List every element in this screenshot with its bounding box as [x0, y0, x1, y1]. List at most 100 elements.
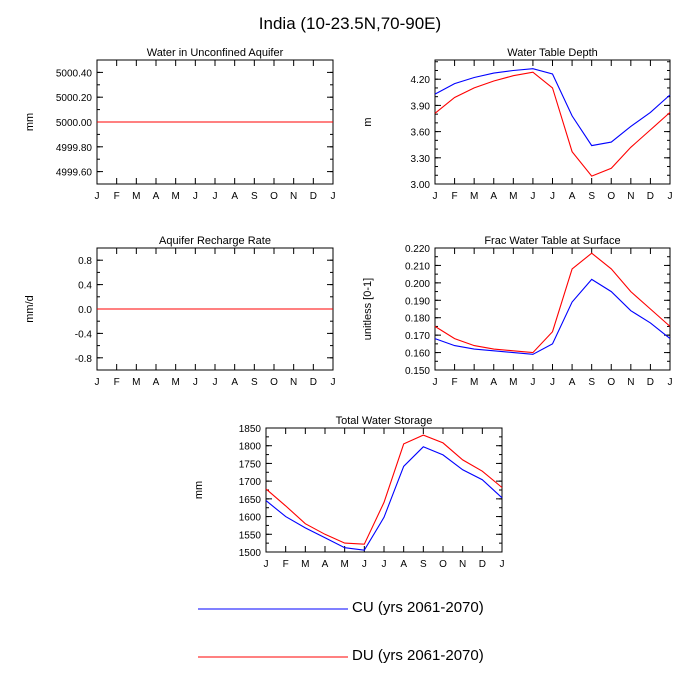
x-tick-label: O — [270, 191, 278, 202]
panel-title: Aquifer Recharge Rate — [159, 235, 271, 247]
y-tick-label: 0.160 — [405, 349, 430, 360]
y-tick-label: 1550 — [239, 530, 262, 541]
x-tick-label: J — [550, 191, 555, 202]
y-tick-label: 0.8 — [78, 256, 92, 267]
series-line-cu — [434, 278, 671, 355]
y-tick-label: 0.170 — [405, 331, 430, 342]
x-tick-label: M — [171, 191, 179, 202]
x-tick-label: J — [550, 377, 555, 388]
panel-title: Frac Water Table at Surface — [484, 235, 620, 247]
series-line-du — [265, 434, 503, 545]
x-tick-label: J — [362, 559, 367, 570]
x-tick-label: A — [490, 377, 497, 388]
plot-frame — [265, 427, 503, 553]
x-tick-label: J — [530, 191, 535, 202]
y-axis-label: mm/d — [24, 295, 36, 323]
y-tick-label: 5000.00 — [56, 118, 93, 129]
y-tick-label: 1600 — [239, 513, 262, 524]
x-tick-label: A — [400, 559, 407, 570]
panel-frac-water-table-surface: Frac Water Table at Surface unitless [0-1… — [362, 235, 673, 388]
x-tick-label: S — [588, 377, 595, 388]
series-line-cu — [265, 446, 503, 551]
x-tick-label: F — [114, 191, 120, 202]
y-tick-label: 3.90 — [411, 101, 431, 112]
x-tick-label: D — [647, 377, 654, 388]
x-tick-label: N — [290, 377, 297, 388]
x-tick-label: F — [283, 559, 289, 570]
y-tick-label: 0.180 — [405, 314, 430, 325]
x-tick-label: J — [193, 377, 198, 388]
y-tick-label: 4.20 — [411, 75, 431, 86]
panel-title: Water in Unconfined Aquifer — [147, 47, 284, 59]
panel-title: Water Table Depth — [507, 47, 598, 59]
x-tick-label: N — [459, 559, 466, 570]
x-tick-label: A — [153, 377, 160, 388]
x-tick-label: N — [290, 191, 297, 202]
y-tick-label: 0.190 — [405, 296, 430, 307]
x-tick-label: M — [171, 377, 179, 388]
series-line-du — [434, 252, 671, 354]
x-tick-label: J — [668, 191, 673, 202]
x-tick-label: D — [647, 191, 654, 202]
y-axis-label: mm — [24, 113, 36, 131]
x-tick-label: O — [607, 191, 615, 202]
y-tick-label: 0.0 — [78, 305, 92, 316]
x-tick-label: J — [213, 191, 218, 202]
y-axis-label: mm — [193, 481, 205, 499]
x-tick-label: J — [331, 191, 336, 202]
x-tick-label: J — [95, 377, 100, 388]
y-axis-label: m — [362, 117, 374, 126]
x-tick-label: A — [569, 377, 576, 388]
y-tick-label: 0.150 — [405, 366, 430, 377]
legend-label-cu: CU (yrs 2061-2070) — [352, 599, 484, 616]
y-tick-label: 0.210 — [405, 261, 430, 272]
y-tick-label: 0.4 — [78, 281, 92, 292]
y-tick-label: 1850 — [239, 424, 262, 435]
y-tick-label: 3.30 — [411, 154, 431, 165]
y-tick-label: -0.8 — [75, 354, 93, 365]
x-tick-label: J — [193, 191, 198, 202]
panel-title: Total Water Storage — [336, 415, 433, 427]
x-tick-label: J — [382, 559, 387, 570]
x-tick-label: M — [509, 191, 517, 202]
x-tick-label: D — [310, 377, 317, 388]
x-tick-label: J — [213, 377, 218, 388]
series-line-du — [434, 71, 671, 177]
y-tick-label: 1650 — [239, 495, 262, 506]
y-tick-label: 1800 — [239, 442, 262, 453]
y-tick-label: -0.4 — [75, 329, 93, 340]
x-tick-label: F — [114, 377, 120, 388]
x-tick-label: O — [439, 559, 447, 570]
main-title: India (10-23.5N,70-90E) — [258, 14, 442, 33]
x-tick-label: F — [452, 191, 458, 202]
x-tick-label: J — [433, 191, 438, 202]
x-tick-label: M — [132, 191, 140, 202]
x-tick-label: S — [251, 377, 258, 388]
x-tick-label: J — [264, 559, 269, 570]
x-tick-label: J — [668, 377, 673, 388]
x-tick-label: M — [132, 377, 140, 388]
x-tick-label: O — [607, 377, 615, 388]
legend — [198, 608, 348, 658]
y-tick-label: 0.220 — [405, 244, 430, 255]
x-tick-label: F — [452, 377, 458, 388]
y-tick-label: 1750 — [239, 459, 262, 470]
y-tick-label: 5000.20 — [56, 93, 93, 104]
x-tick-label: D — [479, 559, 486, 570]
y-tick-label: 4999.60 — [56, 168, 93, 179]
x-tick-label: J — [95, 191, 100, 202]
y-tick-label: 5000.40 — [56, 68, 93, 79]
x-tick-label: M — [470, 377, 478, 388]
x-tick-label: N — [627, 191, 634, 202]
y-axis-label: unitless [0-1] — [362, 278, 374, 340]
x-tick-label: M — [509, 377, 517, 388]
x-tick-label: S — [251, 191, 258, 202]
x-tick-label: S — [588, 191, 595, 202]
y-tick-label: 4999.80 — [56, 143, 93, 154]
x-tick-label: A — [569, 191, 576, 202]
x-tick-label: A — [322, 559, 329, 570]
y-tick-label: 0.200 — [405, 279, 430, 290]
